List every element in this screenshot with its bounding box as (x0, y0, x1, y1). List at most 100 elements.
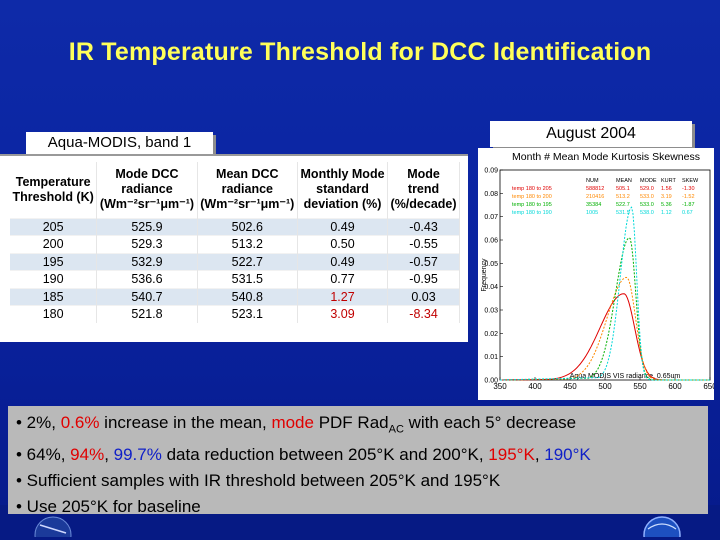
agency-logo-right (643, 516, 681, 537)
bullet-text: , (104, 445, 114, 465)
legend-stat: 3.19 (661, 194, 672, 200)
table-header: Mode trend (%/decade) (387, 162, 460, 218)
legend-stat: 1.56 (661, 186, 672, 192)
legend-stat: -1.30 (682, 186, 695, 192)
bullet-text: • Use 205°K for baseline (16, 497, 201, 517)
table-cell: 502.6 (197, 217, 298, 236)
x-tick-label: 550 (633, 382, 647, 391)
table-cell: 536.6 (96, 270, 198, 288)
table-header: Mean DCC radiance (Wm⁻²sr⁻¹μm⁻¹) (197, 162, 298, 218)
table-cell: 540.8 (197, 287, 298, 306)
series-line (500, 293, 710, 381)
y-tick-label: 0.03 (484, 308, 498, 315)
chart-label: August 2004 (490, 121, 692, 147)
legend-stat: 513.2 (616, 194, 630, 200)
bullet-text: 190°K (544, 445, 591, 465)
table-cell: -0.55 (387, 235, 460, 253)
chart-subtitle: Month # Mean Mode Kurtosis Skewness (512, 151, 700, 163)
legend-header: MODE (640, 178, 657, 184)
table-cell: 532.9 (96, 252, 198, 271)
table-row: 190 536.6 531.5 0.77 -0.95 (10, 270, 460, 288)
bullet-item: • Sufficient samples with IR threshold b… (16, 468, 700, 494)
table-row: 180 521.8 523.1 3.09 -8.34 (10, 305, 460, 323)
legend-stat: 5.36 (661, 202, 672, 208)
table-cell: 529.3 (96, 235, 198, 253)
bullet-text: increase in the mean, (99, 413, 272, 432)
x-tick-label: 650 (703, 382, 714, 391)
bullet-text: AC (388, 423, 404, 436)
legend-stat: 210416 (586, 194, 604, 200)
legend-stat: -1.87 (682, 202, 695, 208)
agency-logo-left (34, 516, 72, 537)
y-tick-label: 0.06 (484, 238, 498, 245)
legend-stat: 538.0 (640, 210, 654, 216)
x-tick-label: 500 (598, 382, 612, 391)
table-cell: 522.7 (197, 252, 298, 271)
bullet-text: 0.6% (60, 413, 100, 432)
legend-header: NUM (586, 178, 599, 184)
legend-stat: -1.52 (682, 194, 695, 200)
y-tick-label: 0.00 (484, 378, 498, 385)
table-row: 200 529.3 513.2 0.50 -0.55 (10, 235, 460, 253)
x-tick-label: 400 (528, 382, 542, 391)
table-cell: 0.50 (297, 235, 389, 253)
table-row: 205 525.9 502.6 0.49 -0.43 (10, 217, 460, 236)
table-cell: 0.03 (387, 287, 460, 306)
legend-entry: temp 180 to 205 (512, 186, 552, 192)
table-header-row: Temperature Threshold (K) Mode DCC radianc… (10, 162, 460, 218)
slide-title: IR Temperature Threshold for DCC Identif… (68, 38, 652, 66)
bullet-text: data reduction between 205°K and 200°K, (161, 445, 489, 465)
legend-stat: 522.7 (616, 202, 630, 208)
table-cell: 0.77 (297, 270, 389, 288)
bullet-item: • 64%, 94%, 99.7% data reduction between… (16, 442, 700, 468)
table-cell: 3.09 (297, 305, 389, 323)
legend-entry: temp 180 to 200 (512, 194, 552, 200)
table-cell: 185 (10, 287, 98, 306)
bullet-text: • 2%, (16, 413, 61, 432)
y-tick-label: 0.02 (484, 331, 498, 338)
legend-stat: 1005 (586, 210, 598, 216)
table-cell: 523.1 (197, 305, 298, 323)
legend-stat: 533.0 (640, 194, 654, 200)
table-cell: -0.57 (387, 252, 460, 271)
legend-stat: 35384 (586, 202, 601, 208)
table-label: Aqua-MODIS, band 1 (26, 132, 213, 154)
series-line (500, 206, 710, 381)
y-tick-label: 0.04 (484, 284, 498, 291)
legend-stat: 1.12 (661, 210, 672, 216)
series-line (500, 276, 710, 381)
table-header: Mode DCC radiance (Wm⁻²sr⁻¹μm⁻¹) (96, 162, 198, 218)
table-row: 185 540.7 540.8 1.27 0.03 (10, 287, 460, 306)
table-cell: 0.49 (297, 217, 389, 236)
x-tick-label: 350 (493, 382, 507, 391)
histogram-chart: 0.00 0.01 0.02 0.03 0.04 0.05 0.06 0.07 0.08 0.09… (481, 168, 717, 392)
table-cell: 180 (10, 305, 98, 323)
bullet-item: • Use 205°K for baseline (16, 494, 700, 520)
y-tick-label: 0.07 (484, 214, 498, 221)
x-axis-label: Aqua MODIS VIS radiance, 0.65um (570, 373, 681, 380)
bullet-text: 195°K (488, 445, 535, 465)
y-tick-label: 0.01 (484, 354, 498, 361)
legend-header: KURT (661, 178, 677, 184)
threshold-table: Temperature Threshold (K) Mode DCC radianc… (10, 162, 460, 323)
x-tick-label: 600 (668, 382, 682, 391)
table-cell: -0.95 (387, 270, 460, 288)
legend-header: SKEW (682, 178, 699, 184)
table-cell: 195 (10, 252, 98, 271)
table-cell: -8.34 (387, 305, 460, 323)
y-tick-label: 0.09 (484, 168, 498, 175)
bullet-text: with each 5° decrease (403, 413, 577, 432)
table-cell: 190 (10, 270, 98, 288)
table-cell: 521.8 (96, 305, 198, 323)
legend-stat: 529.0 (640, 186, 654, 192)
legend-stat: 0.67 (682, 210, 693, 216)
table-cell: 1.27 (297, 287, 389, 306)
bullet-text: 99.7% (113, 445, 162, 465)
legend-stat: 531.5 (616, 210, 630, 216)
table-cell: 513.2 (197, 235, 298, 253)
table-cell: 205 (10, 217, 98, 236)
legend-entry: temp 180 to 195 (512, 202, 552, 208)
bullet-item: • 2%, 0.6% increase in the mean, mode PD… (16, 410, 700, 442)
series-line (500, 237, 710, 381)
bullet-text: • Sufficient samples with IR threshold b… (16, 471, 501, 491)
